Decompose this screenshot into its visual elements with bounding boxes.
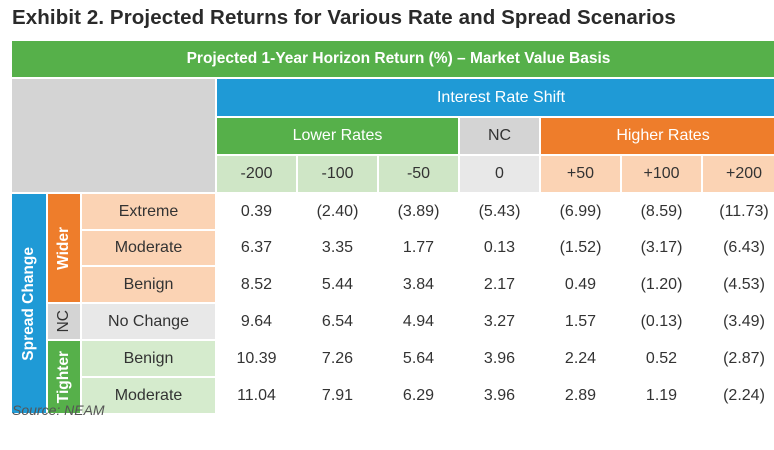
spread-change-label: Spread Change: [12, 194, 46, 413]
table-banner: Projected 1-Year Horizon Return (%) – Ma…: [12, 41, 774, 77]
table-cell: (1.52): [541, 231, 620, 265]
interest-rate-shift-header: Interest Rate Shift: [217, 79, 774, 116]
table-cell: (11.73): [703, 194, 774, 229]
shift-header: -200: [217, 156, 296, 192]
table-cell: 4.94: [379, 304, 458, 339]
tighter-group-label: Tighter: [48, 341, 80, 413]
table-cell: 1.19: [622, 378, 701, 413]
shift-header: +200: [703, 156, 774, 192]
table-cell: (1.20): [622, 267, 701, 302]
table-cell: 3.35: [298, 231, 377, 265]
table-cell: 2.24: [541, 341, 620, 376]
row-label: Moderate: [82, 378, 215, 413]
row-label: No Change: [82, 304, 215, 339]
shift-header: +50: [541, 156, 620, 192]
table-cell: 6.29: [379, 378, 458, 413]
nc-group-label: NC: [48, 304, 80, 339]
shift-header: -100: [298, 156, 377, 192]
wider-text: Wider: [55, 226, 72, 270]
table-cell: 0.49: [541, 267, 620, 302]
spread-change-text: Spread Change: [20, 246, 37, 361]
table-cell: 8.52: [217, 267, 296, 302]
table-cell: 6.54: [298, 304, 377, 339]
table-cell: (8.59): [622, 194, 701, 229]
table-cell: 2.89: [541, 378, 620, 413]
table-cell: 7.26: [298, 341, 377, 376]
nc-rates-header: NC: [460, 118, 539, 154]
returns-table: Projected 1-Year Horizon Return (%) – Ma…: [12, 41, 774, 450]
table-cell: 5.64: [379, 341, 458, 376]
exhibit-title: Exhibit 2. Projected Returns for Various…: [12, 6, 676, 29]
table-cell: (5.43): [460, 194, 539, 229]
table-cell: 7.91: [298, 378, 377, 413]
table-cell: 9.64: [217, 304, 296, 339]
table-cell: (3.89): [379, 194, 458, 229]
shift-header: +100: [622, 156, 701, 192]
table-cell: 3.84: [379, 267, 458, 302]
tighter-text: Tighter: [55, 350, 72, 404]
shift-header: -50: [379, 156, 458, 192]
shift-header: 0: [460, 156, 539, 192]
table-cell: (2.24): [703, 378, 774, 413]
wider-group-label: Wider: [48, 194, 80, 302]
table-cell: 0.39: [217, 194, 296, 229]
row-label: Moderate: [82, 231, 215, 265]
table-cell: 2.17: [460, 267, 539, 302]
table-cell: 0.52: [622, 341, 701, 376]
table-cell: 1.77: [379, 231, 458, 265]
higher-rates-header: Higher Rates: [541, 118, 774, 154]
table-cell: 3.96: [460, 341, 539, 376]
table-cell: 6.37: [217, 231, 296, 265]
table-cell: 3.27: [460, 304, 539, 339]
table-cell: (2.87): [703, 341, 774, 376]
table-cell: (3.49): [703, 304, 774, 339]
nc-text: NC: [55, 310, 72, 333]
row-label: Benign: [82, 267, 215, 302]
table-cell: 10.39: [217, 341, 296, 376]
table-cell: (6.43): [703, 231, 774, 265]
table-cell: (6.99): [541, 194, 620, 229]
table-cell: 1.57: [541, 304, 620, 339]
row-label: Extreme: [82, 194, 215, 229]
table-cell: 0.13: [460, 231, 539, 265]
table-cell: (4.53): [703, 267, 774, 302]
row-label: Benign: [82, 341, 215, 376]
lower-rates-header: Lower Rates: [217, 118, 458, 154]
table-cell: 3.96: [460, 378, 539, 413]
table-cell: 5.44: [298, 267, 377, 302]
table-cell: (2.40): [298, 194, 377, 229]
source-note: Source: NEAM: [12, 402, 105, 418]
table-cell: (0.13): [622, 304, 701, 339]
table-cell: (3.17): [622, 231, 701, 265]
table-cell: 11.04: [217, 378, 296, 413]
table-corner: [12, 79, 215, 192]
